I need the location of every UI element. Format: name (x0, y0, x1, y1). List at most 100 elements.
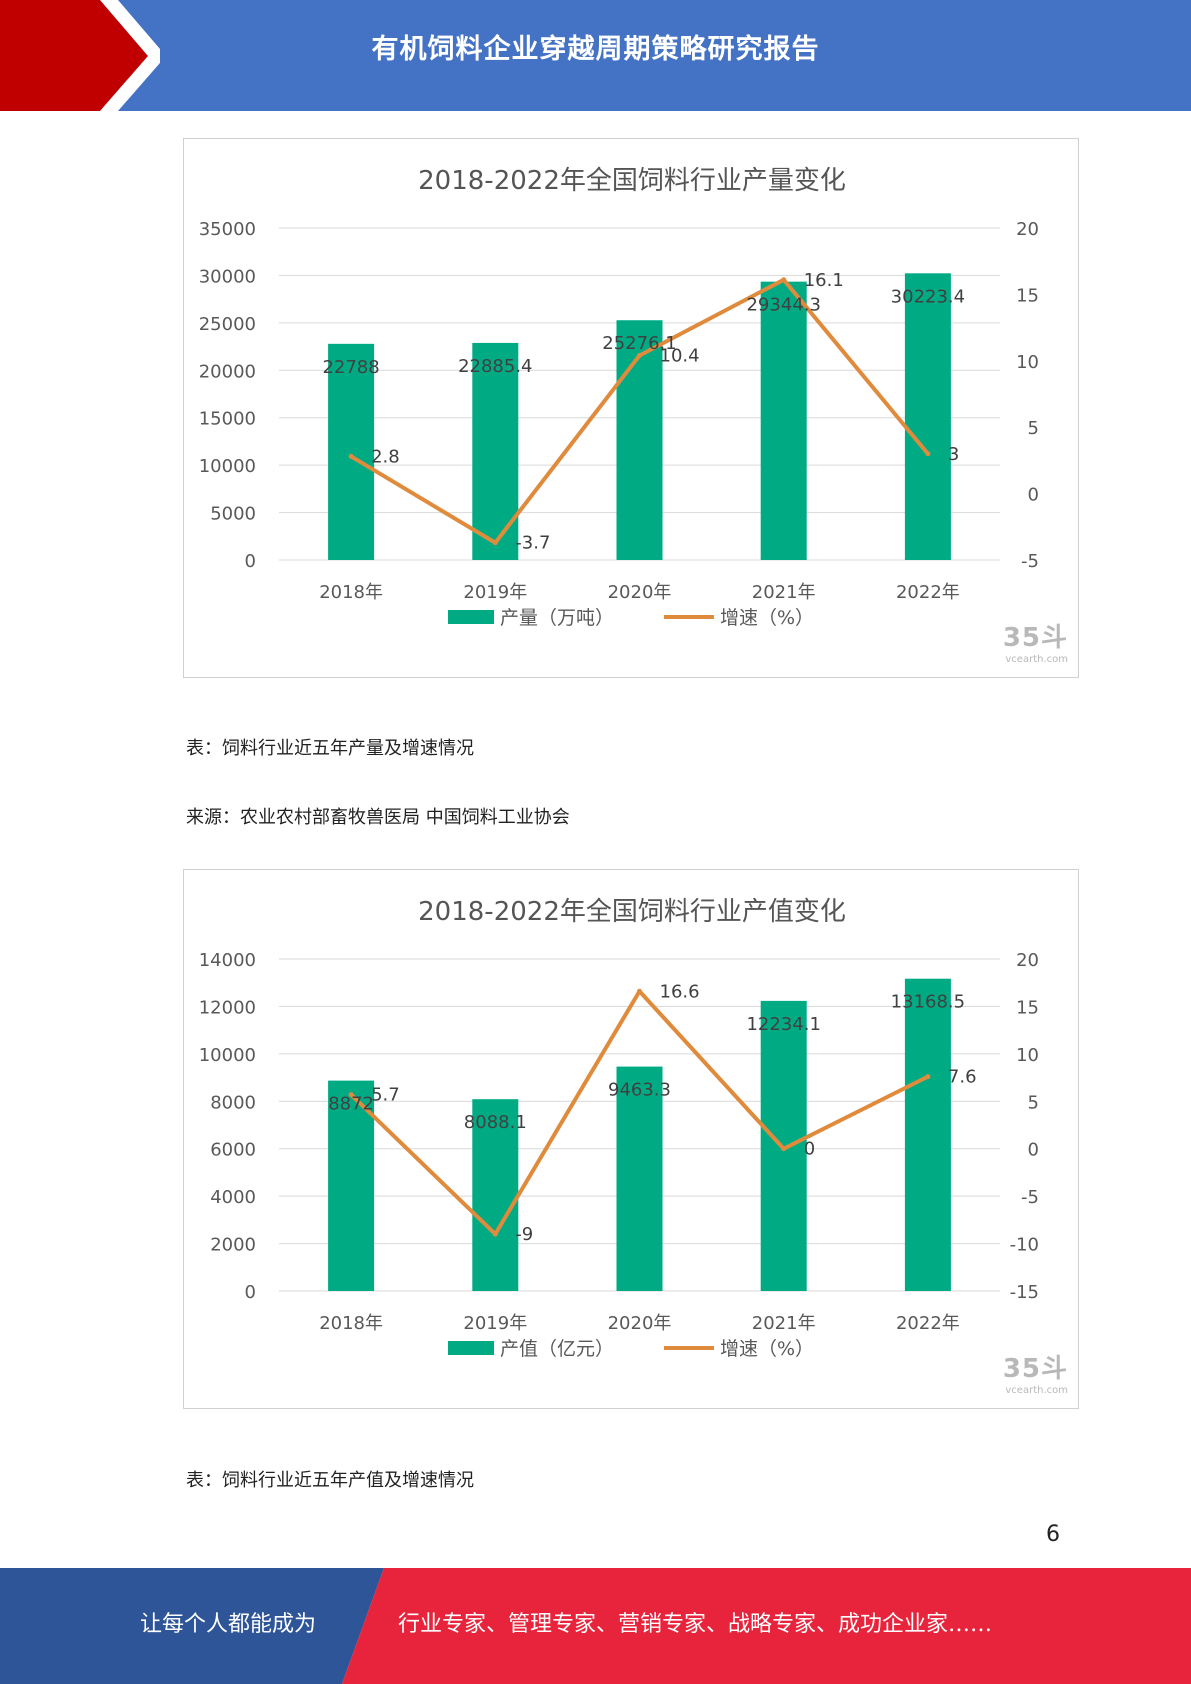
bar (328, 1080, 375, 1291)
y-left-tick-label: 8000 (210, 1092, 256, 1113)
x-tick-label: 2020年 (608, 582, 672, 603)
bar (904, 978, 951, 1291)
y-left-tick-label: 25000 (199, 314, 256, 335)
x-tick-label: 2022年 (896, 582, 960, 603)
bar-data-label: 29344.3 (746, 295, 820, 316)
growth-point (348, 453, 354, 459)
y-left-tick-label: 30000 (199, 266, 256, 287)
growth-data-label: 3 (948, 444, 959, 465)
bar (616, 1066, 663, 1291)
growth-data-label: -9 (515, 1224, 533, 1245)
bar-data-label: 12234.1 (746, 1014, 820, 1035)
legend-line-label: 增速（%） (720, 1338, 814, 1360)
y-right-tick-label: 20 (1016, 219, 1039, 240)
report-header: 有机饲料企业穿越周期策略研究报告 (0, 0, 1191, 111)
legend-bar-label: 产值（亿元） (500, 1338, 614, 1360)
legend-bar-swatch (448, 610, 494, 624)
y-left-tick-label: 10000 (199, 456, 256, 477)
header-arrow-decoration (0, 0, 160, 111)
y-left-tick-label: 6000 (210, 1140, 256, 1161)
x-tick-label: 2021年 (752, 582, 816, 603)
growth-point (637, 352, 642, 358)
y-right-tick-label: -5 (1021, 551, 1039, 572)
footer-background (0, 1568, 1191, 1684)
growth-point (925, 451, 931, 457)
x-tick-label: 2021年 (752, 1313, 816, 1334)
bar (616, 320, 663, 560)
chart-title: 2018-2022年全国饲料行业产量变化 (418, 166, 846, 196)
y-right-tick-label: -10 (1010, 1235, 1039, 1256)
report-footer: 让每个人都能成为 行业专家、管理专家、营销专家、战略专家、成功企业家…… (0, 1568, 1191, 1684)
production-chart-plot: 2018-2022年全国饲料行业产量变化 0 5000 10000 15000 20000… (199, 166, 1039, 629)
bar-data-label: 25276.1 (602, 333, 676, 354)
bar-data-label: 22885.4 (458, 356, 532, 377)
growth-data-label: 0 (804, 1139, 815, 1160)
watermark-logo: 35斗 (1002, 623, 1068, 653)
bar-data-label: 13168.5 (891, 992, 965, 1013)
chart-watermark: 35斗 vcearth.com (958, 1354, 1068, 1402)
chart1-source: 来源：农业农村部畜牧兽医局 中国饲料工业协会 (186, 807, 570, 828)
growth-point (492, 540, 498, 546)
growth-data-label: 10.4 (660, 345, 700, 366)
bar (904, 273, 951, 560)
y-right-tick-label: -15 (1010, 1282, 1039, 1303)
x-tick-label: 2018年 (319, 1313, 383, 1334)
chart1-caption: 表：饲料行业近五年产量及增速情况 (186, 738, 474, 759)
footer-slogan-left: 让每个人都能成为 (140, 1612, 317, 1637)
bar-data-label: 30223.4 (891, 286, 965, 307)
growth-data-label: 5.7 (371, 1085, 400, 1106)
y-right-tick-label: -5 (1021, 1187, 1039, 1208)
legend-bar-swatch (448, 1341, 494, 1355)
y-left-tick-label: 0 (245, 551, 256, 572)
y-right-tick-label: 15 (1016, 997, 1039, 1018)
y-right-tick-label: 10 (1016, 352, 1039, 373)
chart2-caption: 表：饲料行业近五年产值及增速情况 (186, 1470, 474, 1491)
report-title: 有机饲料企业穿越周期策略研究报告 (371, 34, 820, 65)
y-right-tick-label: 0 (1028, 485, 1039, 506)
chart-watermark: 35斗 vcearth.com (958, 623, 1068, 671)
growth-point (637, 988, 642, 994)
growth-point (781, 277, 787, 283)
x-tick-label: 2020年 (608, 1313, 672, 1334)
footer-slogan-right: 行业专家、管理专家、营销专家、战略专家、成功企业家…… (398, 1612, 993, 1637)
bar (328, 343, 375, 560)
y-left-tick-label: 14000 (199, 950, 256, 971)
growth-point (492, 1231, 498, 1237)
bar-data-label: 22788 (322, 357, 379, 378)
bar (760, 281, 807, 560)
y-left-tick-label: 5000 (210, 504, 256, 525)
y-left-tick-label: 20000 (199, 361, 256, 382)
y-right-tick-label: 15 (1016, 285, 1039, 306)
y-left-tick-label: 0 (245, 1282, 256, 1303)
y-right-tick-label: 20 (1016, 950, 1039, 971)
x-tick-label: 2019年 (463, 1313, 527, 1334)
x-tick-label: 2018年 (319, 582, 383, 603)
y-left-tick-label: 15000 (199, 409, 256, 430)
bar-data-label: 8088.1 (464, 1112, 527, 1133)
watermark-logo: 35斗 (1002, 1354, 1068, 1384)
y-left-tick-label: 10000 (199, 1045, 256, 1066)
chart-title: 2018-2022年全国饲料行业产值变化 (418, 897, 846, 927)
legend-line-label: 增速（%） (720, 607, 814, 629)
x-tick-label: 2022年 (896, 1313, 960, 1334)
y-left-tick-label: 2000 (210, 1235, 256, 1256)
y-right-tick-label: 5 (1028, 1092, 1039, 1113)
bar-data-label: 9463.3 (608, 1080, 671, 1101)
growth-data-label: 2.8 (371, 446, 400, 467)
output-value-chart: 2018-2022年全国饲料行业产值变化 0 2000 4000 6000 8000 100… (183, 869, 1079, 1409)
y-left-tick-label: 4000 (210, 1187, 256, 1208)
growth-data-label: 16.1 (804, 270, 844, 291)
growth-point (781, 1146, 787, 1152)
growth-point (348, 1092, 354, 1098)
bar (472, 1099, 519, 1291)
y-right-tick-label: 5 (1028, 418, 1039, 439)
y-right-tick-label: 10 (1016, 1045, 1039, 1066)
legend-bar-label: 产量（万吨） (500, 607, 614, 629)
growth-data-label: 7.6 (948, 1067, 977, 1088)
growth-data-label: 16.6 (660, 981, 700, 1002)
y-left-tick-label: 35000 (199, 219, 256, 240)
page-number: 6 (1046, 1522, 1060, 1547)
output-value-chart-plot: 2018-2022年全国饲料行业产值变化02000400060008000100… (199, 897, 1039, 1360)
y-left-tick-label: 12000 (199, 997, 256, 1018)
watermark-url: vcearth.com (1005, 654, 1068, 665)
